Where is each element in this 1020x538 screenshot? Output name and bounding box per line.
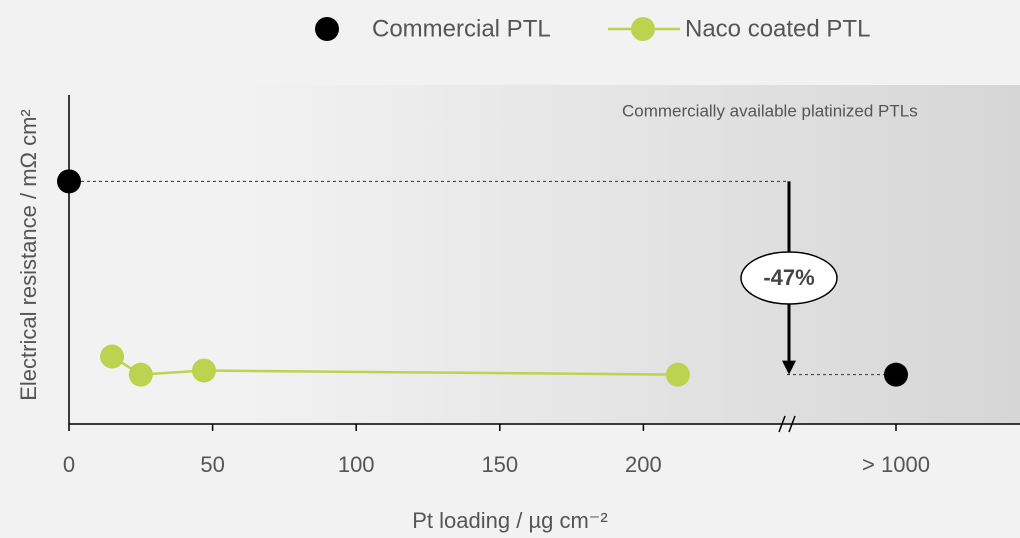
x-tick-label: > 1000 bbox=[862, 452, 930, 477]
x-tick-label: 200 bbox=[625, 452, 662, 477]
axis-break bbox=[778, 415, 796, 433]
data-point bbox=[191, 358, 216, 383]
legend-marker bbox=[315, 17, 339, 41]
y-axis-label: Electrical resistance / mΩ cm² bbox=[16, 109, 41, 401]
reduction-badge bbox=[740, 251, 838, 305]
reduction-label: -47% bbox=[763, 265, 814, 290]
x-tick-label: 100 bbox=[338, 452, 375, 477]
data-point bbox=[128, 362, 153, 387]
x-tick-label: 150 bbox=[481, 452, 518, 477]
x-tick-label: 0 bbox=[63, 452, 75, 477]
region-label: Commercially available platinized PTLs bbox=[622, 101, 918, 120]
data-point bbox=[57, 169, 81, 194]
x-axis-label: Pt loading / µg cm⁻² bbox=[412, 508, 607, 533]
series-line bbox=[111, 355, 678, 376]
x-tick-label: 50 bbox=[200, 452, 224, 477]
data-point bbox=[665, 362, 690, 387]
legend-marker bbox=[631, 17, 655, 41]
data-point bbox=[100, 344, 125, 369]
legend-label: Naco coated PTL bbox=[685, 15, 870, 42]
legend-label: Commercial PTL bbox=[372, 15, 551, 42]
arrow-head bbox=[782, 360, 796, 375]
data-point bbox=[884, 362, 908, 387]
